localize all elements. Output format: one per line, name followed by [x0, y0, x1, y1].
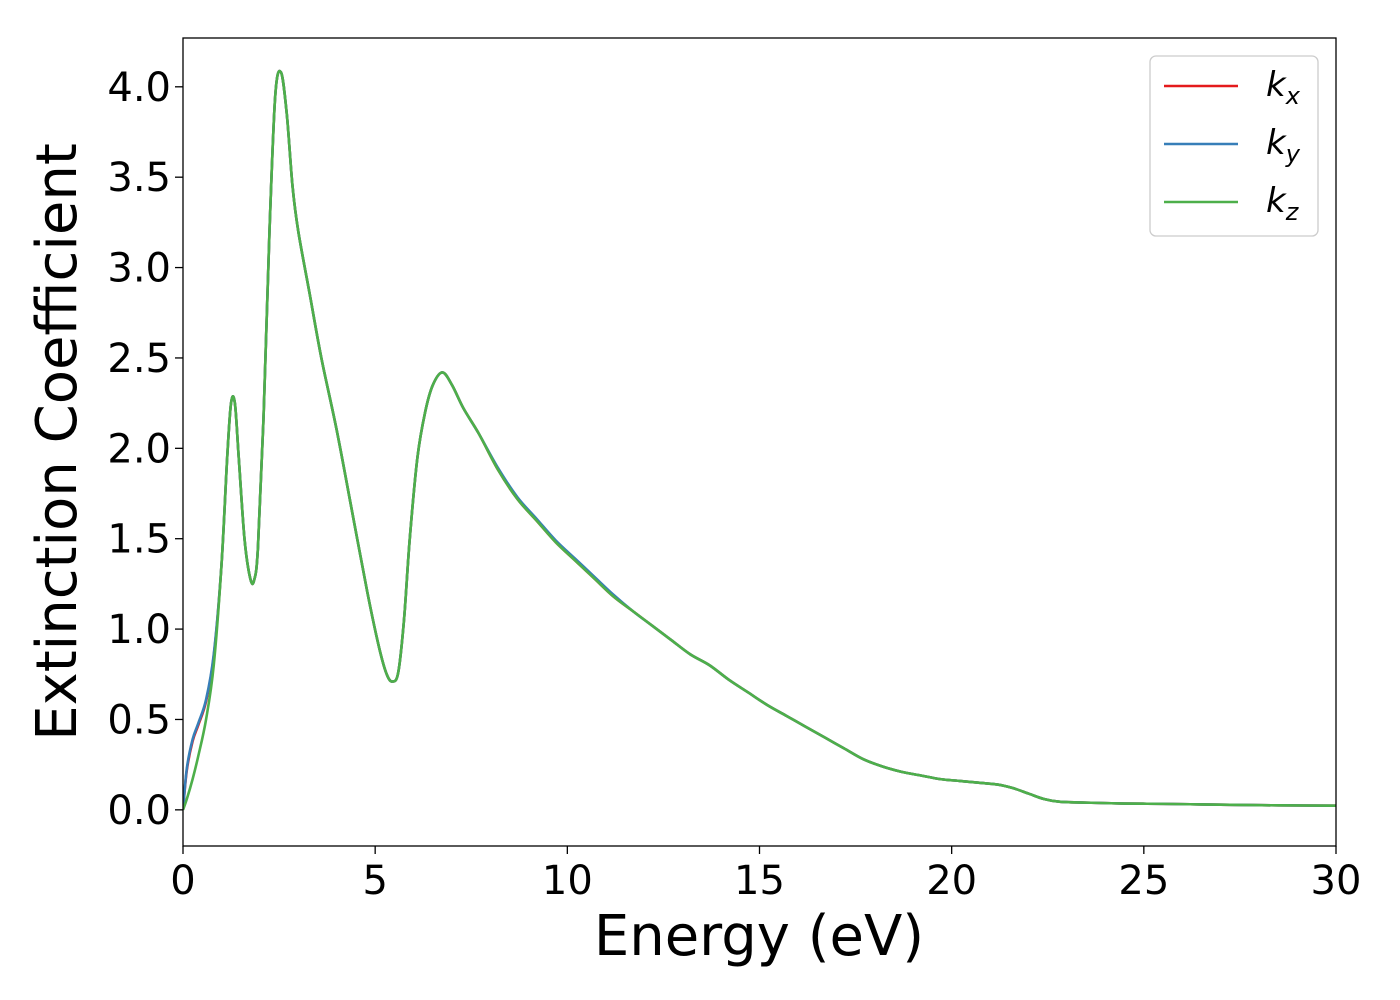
- x-axis: 0 5 10 15 20 25 30: [170, 846, 1361, 904]
- x-tick-label: 5: [362, 858, 387, 904]
- y-tick-label: 3.5: [107, 155, 171, 201]
- y-tick-label: 2.5: [107, 336, 171, 382]
- series-layer: [183, 69, 1336, 811]
- x-tick-label: 25: [1118, 858, 1169, 904]
- x-tick-label: 20: [926, 858, 977, 904]
- x-tick-label: 0: [170, 858, 195, 904]
- y-tick-label: 2.0: [107, 426, 171, 472]
- x-tick-label: 30: [1311, 858, 1362, 904]
- x-axis-title: Energy (eV): [594, 904, 924, 969]
- y-tick-label: 3.0: [107, 246, 171, 292]
- y-tick-label: 1.0: [107, 607, 171, 653]
- y-tick-label: 1.5: [107, 517, 171, 563]
- y-tick-label: 4.0: [107, 65, 171, 111]
- y-axis-title: Extinction Coefficient: [25, 143, 90, 741]
- x-tick-label: 15: [734, 858, 785, 904]
- x-tick-label: 10: [542, 858, 593, 904]
- series-line-z: [183, 69, 1336, 811]
- legend-box: [1149, 55, 1319, 237]
- y-tick-label: 0.0: [107, 788, 171, 834]
- y-axis: 0.0 0.5 1.0 1.5 2.0 2.5 3.0 3.5 4.0: [107, 65, 183, 834]
- y-tick-label: 0.5: [107, 697, 171, 743]
